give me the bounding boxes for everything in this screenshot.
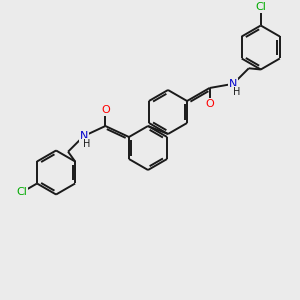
Text: Cl: Cl bbox=[16, 188, 27, 197]
Text: H: H bbox=[232, 87, 240, 97]
Text: H: H bbox=[83, 139, 90, 149]
Text: Cl: Cl bbox=[255, 2, 266, 13]
Text: O: O bbox=[101, 105, 110, 115]
Text: N: N bbox=[229, 79, 237, 89]
Text: O: O bbox=[205, 99, 214, 109]
Text: N: N bbox=[80, 131, 88, 141]
